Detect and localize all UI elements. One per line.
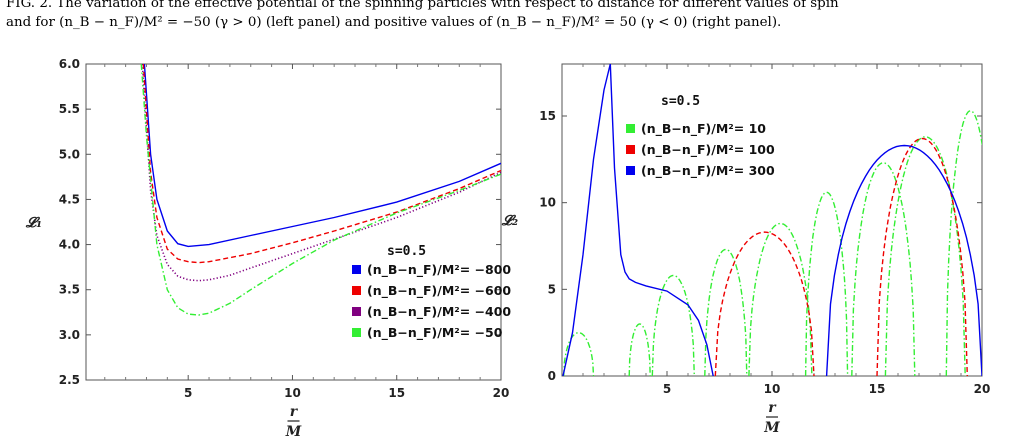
y-tick-label: 3.0 [59, 328, 80, 342]
series-line-0 [563, 110, 982, 376]
y-tick-label: 5 [548, 282, 556, 296]
legend-swatch [626, 166, 635, 175]
y-tick-label: 10 [539, 196, 556, 210]
figure-caption: FIG. 2. The variation of the effective p… [6, 0, 1028, 32]
legend-label: (n_B−n_F)/M²= −400 [367, 304, 511, 320]
series-line-3 [140, 64, 501, 316]
x-axis-label-denominator: M [763, 420, 780, 436]
x-axis-label-denominator: M [285, 424, 302, 440]
legend-swatch [626, 124, 635, 133]
y-tick-label: 4.5 [59, 192, 80, 206]
y-tick-label: 0 [548, 369, 556, 383]
x-tick-label: 5 [184, 386, 192, 400]
curves-group [562, 64, 982, 376]
y-tick-label: 5.5 [59, 102, 80, 116]
legend-swatch [352, 265, 361, 274]
caption-line-2: and for (n_B − n_F)/M² = −50 (γ > 0) (le… [6, 15, 782, 30]
x-tick-label: 15 [869, 382, 886, 396]
plot-frame [85, 63, 502, 381]
series-line-2 [562, 64, 982, 376]
y-tick-label: 6.0 [59, 57, 80, 71]
x-tick-label: 15 [388, 386, 405, 400]
legend-label: (n_B−n_F)/M²= −600 [367, 283, 511, 299]
spin-annotation: s=0.5 [387, 244, 426, 259]
series-line-1 [714, 137, 968, 376]
x-tick-label: 10 [764, 382, 781, 396]
y-tick-label: 2.5 [59, 373, 80, 387]
y-tick-label: 5.0 [59, 147, 80, 161]
y-axis-label: 𝓛₂ [501, 213, 518, 229]
plot-frame [561, 63, 983, 377]
y-tick-label: 4.0 [59, 238, 80, 252]
legend-swatch [626, 145, 635, 154]
y-axis-label: 𝓛₁ [25, 215, 42, 231]
x-tick-label: 20 [493, 386, 510, 400]
legend-label: (n_B−n_F)/M²= −800 [367, 262, 511, 278]
left-plot-panel: 5 10 15 20 2.5 3.0 3.5 4.0 4.5 5.0 5.5 6.0 𝓛₁ rMs=0.5… [25, 57, 512, 440]
legend-label: (n_B−n_F)/M²= 300 [641, 163, 775, 179]
series-line-1 [142, 64, 501, 264]
legend-swatch [352, 307, 361, 316]
series-line-0 [143, 64, 501, 248]
spin-annotation: s=0.5 [661, 94, 700, 109]
legend-label: (n_B−n_F)/M²= 100 [641, 142, 775, 158]
legend-swatch [352, 328, 361, 337]
x-tick-label: 20 [974, 382, 991, 396]
y-tick-label: 3.5 [59, 283, 80, 297]
x-axis-label-numerator: r [290, 404, 299, 420]
right-plot-panel: 5 10 15 20 0 5 10 15 𝓛₂ rMs=0.5 (n_B−n_F)/M²= 10 (n… [501, 63, 991, 436]
series-line-2 [141, 64, 501, 282]
legend-label: (n_B−n_F)/M²= 10 [641, 121, 766, 137]
x-axis-label-numerator: r [768, 400, 777, 416]
x-tick-label: 5 [663, 382, 671, 396]
curves-group [140, 64, 501, 316]
x-tick-label: 10 [284, 386, 301, 400]
legend-label: (n_B−n_F)/M²= −50 [367, 325, 503, 341]
legend-swatch [352, 286, 361, 295]
caption-line-1: FIG. 2. The variation of the effective p… [6, 0, 839, 11]
y-tick-label: 15 [539, 109, 556, 123]
